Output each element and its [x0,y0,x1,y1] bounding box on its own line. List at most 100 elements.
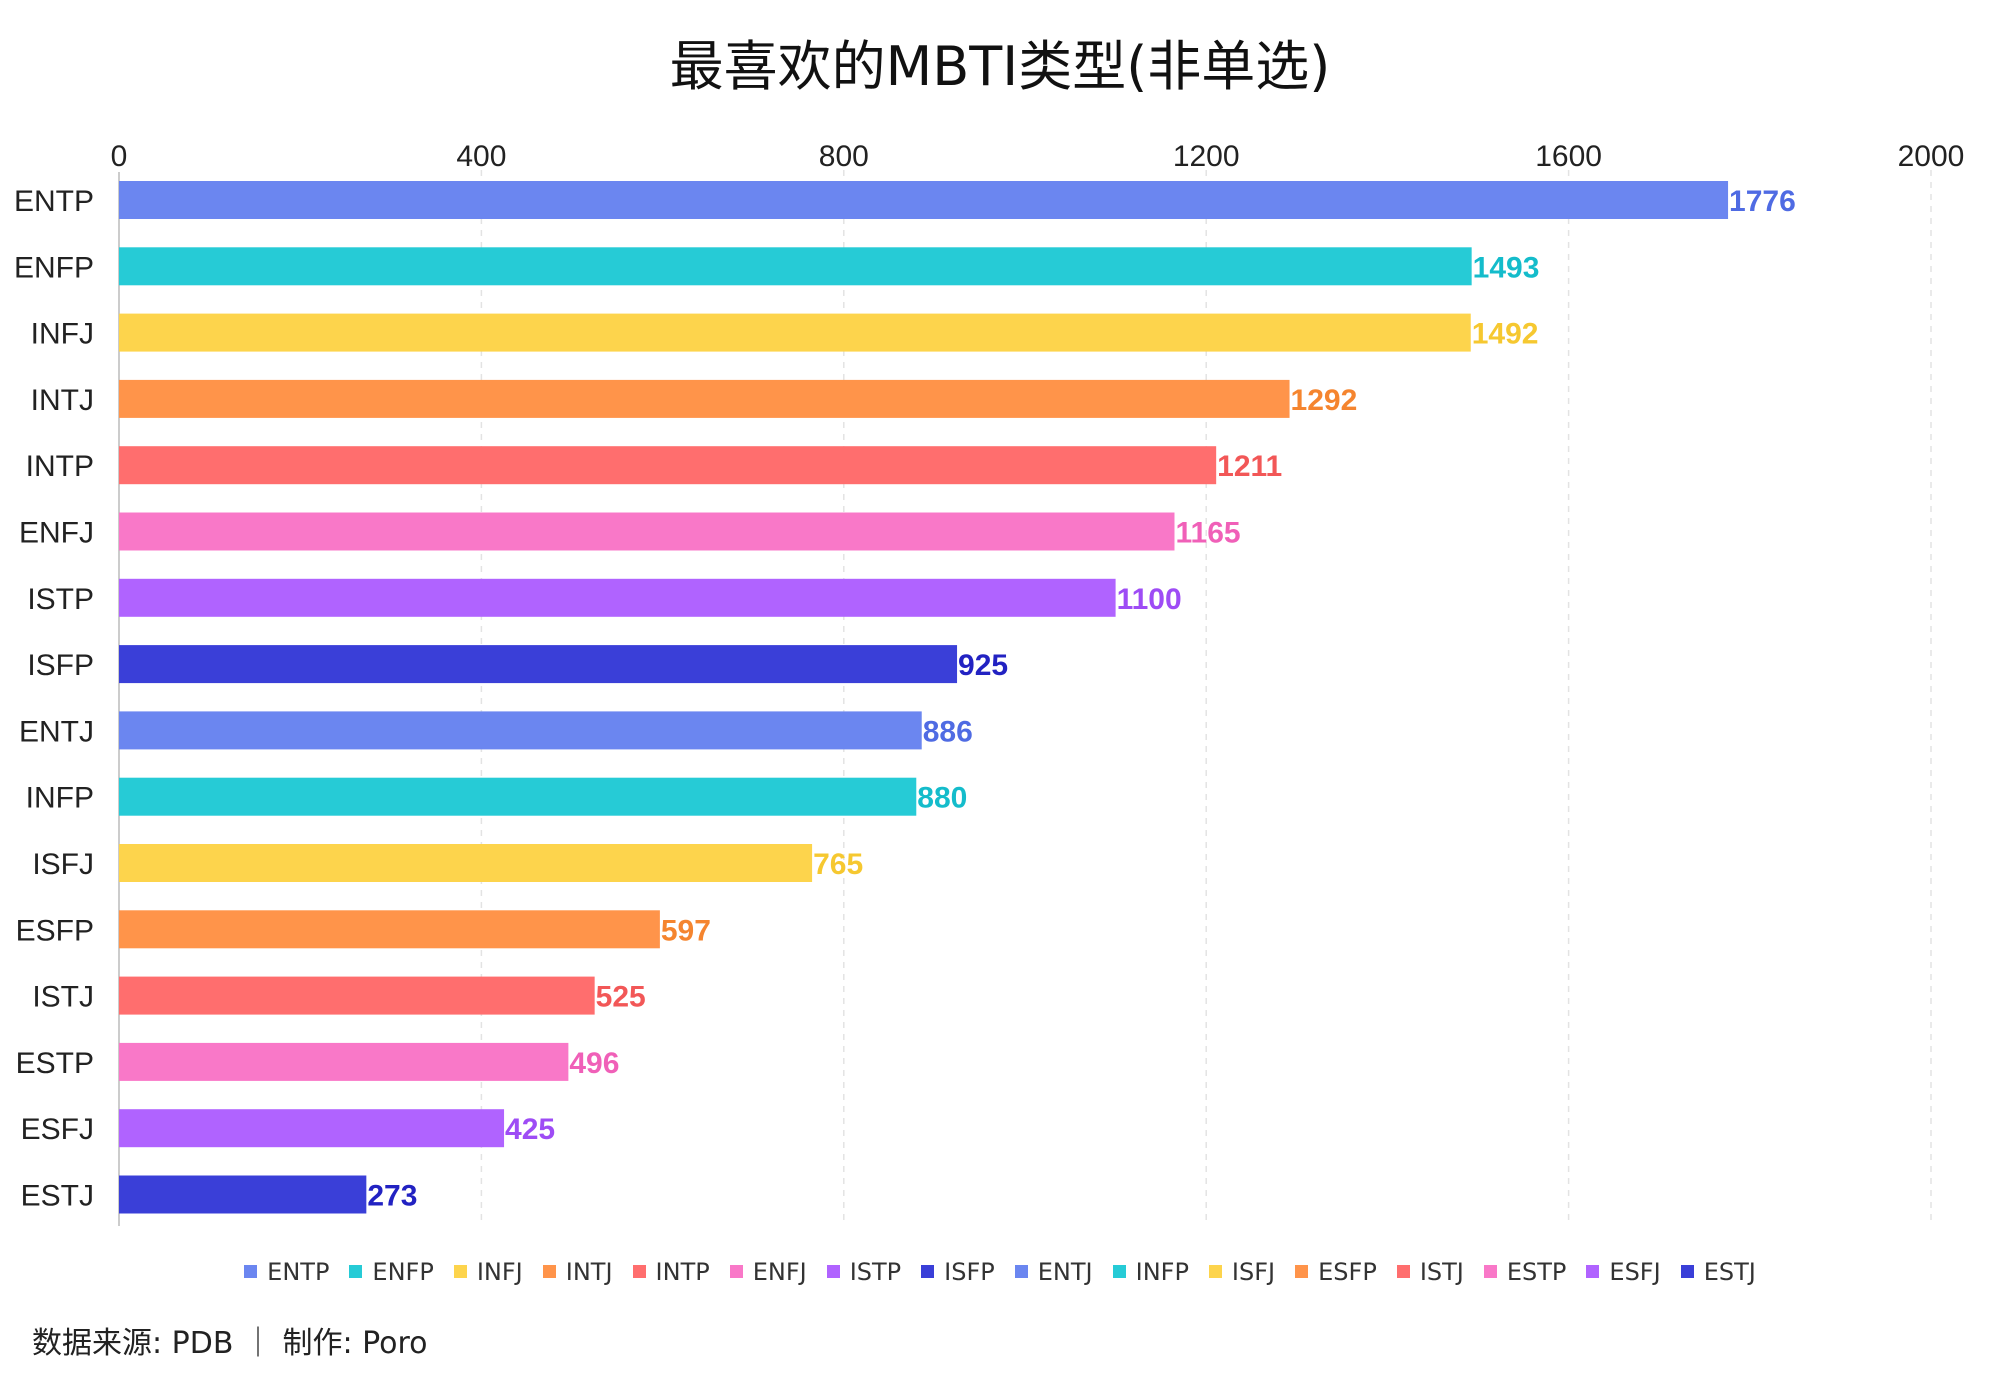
y-tick-label: ENFP [14,251,94,284]
legend-label: INTP [655,1258,710,1286]
x-tick-label: 1600 [1535,140,1602,173]
legend-label: INFP [1135,1258,1189,1286]
y-tick-label: INFJ [31,318,94,351]
data-label: 425 [505,1113,555,1146]
data-label: 886 [923,715,973,748]
y-tick-label: ESTJ [21,1180,94,1213]
bar-esfp [119,910,660,949]
bar-entp [119,181,1729,219]
legend-label: ENTP [267,1258,330,1286]
y-tick-label: ISFP [27,649,94,682]
x-tick-label: 2000 [1898,140,1965,173]
bar-infj [119,313,1471,352]
data-label: 496 [569,1047,619,1080]
bar-estp [119,1042,569,1081]
legend-item[interactable]: INFP [1112,1258,1189,1286]
x-tick-label: 1200 [1173,140,1240,173]
source-footer: 数据来源: PDB ｜ 制作: Poro [32,1326,428,1361]
bar-estj [119,1175,367,1214]
data-label: 880 [917,782,967,815]
y-tick-label: ESFP [16,914,94,947]
data-label: 765 [813,848,863,881]
data-label: 1211 [1217,450,1282,483]
legend-swatch [453,1265,467,1278]
legend-item[interactable]: INTJ [542,1258,613,1286]
legend-swatch [632,1265,646,1278]
data-label: 1776 [1729,185,1796,218]
legend-swatch [1208,1265,1222,1278]
legend-label: ISFP [944,1258,995,1286]
bar-intj [119,379,1290,418]
legend-swatch [1483,1265,1497,1278]
x-tick-label: 0 [111,140,128,173]
y-tick-label: INTJ [31,384,94,417]
legend-item[interactable]: ENFP [349,1258,434,1286]
data-label: 925 [958,649,1008,682]
legend-item[interactable]: ISTP [826,1258,901,1286]
data-label: 1493 [1473,251,1540,284]
legend-swatch [1295,1265,1309,1278]
legend-label: ESTJ [1703,1258,1756,1286]
y-tick-label: ISTP [27,583,94,616]
y-tick-label: ESTP [16,1047,94,1080]
legend-item[interactable]: ISFP [921,1258,995,1286]
legend-label: ENFP [372,1258,434,1286]
legend-item[interactable]: ESFJ [1586,1258,1661,1286]
bar-istj [119,976,595,1015]
legend-swatch [1586,1265,1600,1278]
data-label: 525 [596,981,646,1014]
legend-label: INTJ [565,1258,613,1286]
x-tick-label: 400 [456,140,506,173]
legend-swatch [1680,1265,1694,1278]
legend-item[interactable]: ISFJ [1208,1258,1276,1286]
legend-swatch [921,1265,935,1278]
legend-item[interactable]: ENFJ [729,1258,807,1286]
legend-item[interactable]: ISTJ [1396,1258,1464,1286]
y-tick-label: ENFJ [19,517,94,550]
bar-esfj [119,1109,505,1148]
bar-istp [119,578,1116,617]
bar-enfj [119,512,1175,551]
data-label: 1100 [1117,583,1182,616]
legend-label: ESFJ [1609,1258,1661,1286]
data-label: 1492 [1472,318,1539,351]
legend-label: INFJ [476,1258,523,1286]
legend-item[interactable]: ENTP [244,1258,329,1286]
bar-isfp [119,645,958,684]
legend: ENTP ENFP INFJ INTJ INTP ENFJ ISTP ISFP ENTJ INFP… [0,1258,2000,1286]
y-tick-label: INFP [26,782,94,815]
bar-entj [119,711,922,750]
legend-item[interactable]: ESTJ [1680,1258,1756,1286]
bar-intp [119,446,1217,485]
data-label: 273 [367,1180,417,1213]
legend-label: ESFP [1318,1258,1377,1286]
legend-item[interactable]: INTP [632,1258,710,1286]
legend-item[interactable]: ESFP [1295,1258,1377,1286]
legend-label: ENTJ [1037,1258,1093,1286]
legend-swatch [244,1265,258,1278]
legend-swatch [1014,1265,1028,1278]
legend-item[interactable]: ESTP [1483,1258,1567,1286]
legend-label: ENFJ [752,1258,807,1286]
bar-infp [119,777,917,816]
chart-title: 最喜欢的MBTI类型(非单选) [669,35,1331,98]
legend-label: ESTP [1506,1258,1567,1286]
y-tick-label: ESFJ [21,1113,94,1146]
legend-label: ISTJ [1419,1258,1464,1286]
legend-swatch [729,1265,743,1278]
y-tick-label: ENTP [14,185,94,218]
x-tick-label: 800 [819,140,869,173]
data-label: 597 [661,914,711,947]
legend-swatch [542,1265,556,1278]
legend-swatch [349,1265,363,1278]
legend-swatch [826,1265,840,1278]
y-tick-label: ISFJ [32,848,94,881]
legend-label: ISFJ [1231,1258,1276,1286]
legend-swatch [1112,1265,1126,1278]
bar-enfp [119,247,1472,286]
y-tick-label: INTP [26,450,94,483]
data-label: 1292 [1291,384,1358,417]
legend-item[interactable]: ENTJ [1014,1258,1093,1286]
legend-item[interactable]: INFJ [453,1258,523,1286]
